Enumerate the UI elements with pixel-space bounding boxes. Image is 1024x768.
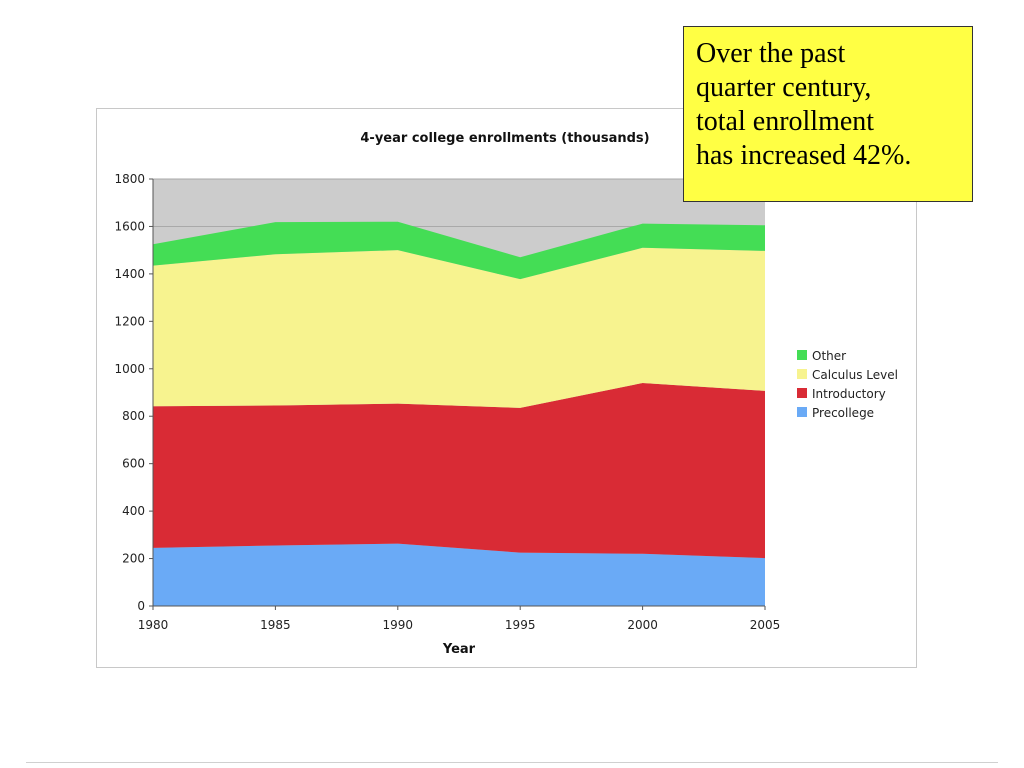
y-tick-label: 1800 — [114, 172, 145, 186]
legend: Other Calculus Level Introductory Precolleg… — [797, 349, 898, 420]
x-axis-label: Year — [442, 642, 476, 657]
y-tick-label: 1200 — [114, 314, 145, 328]
callout-box: Over the past quarter century, total enr… — [683, 26, 973, 202]
legend-label: Introductory — [812, 387, 886, 401]
legend-swatch — [797, 350, 807, 360]
legend-swatch — [797, 407, 807, 417]
bottom-rule — [26, 762, 998, 763]
y-tick-label: 1400 — [114, 267, 145, 281]
chart-title: 4-year college enrollments (thousands) — [360, 131, 649, 146]
y-tick-label: 0 — [137, 599, 145, 613]
y-tick-label: 200 — [122, 552, 145, 566]
area-chart: 0 200 400 600 800 1000 1200 1400 1600 1800 1980 198… — [114, 131, 898, 657]
y-tick-label: 1600 — [114, 219, 145, 233]
callout-line: Over the past — [696, 38, 846, 69]
legend-label: Calculus Level — [812, 368, 898, 382]
area-calculus-level — [153, 247, 765, 408]
callout-line: total enrollment — [696, 106, 875, 137]
x-tick-label: 2000 — [627, 618, 658, 632]
legend-label: Precollege — [812, 406, 874, 420]
area-introductory — [153, 383, 765, 559]
axes: 0 200 400 600 800 1000 1200 1400 1600 1800 1980 198… — [114, 172, 780, 632]
x-tick-label: 1985 — [260, 618, 291, 632]
x-tick-label: 1990 — [383, 618, 414, 632]
legend-swatch — [797, 388, 807, 398]
y-tick-label: 800 — [122, 409, 145, 423]
callout-line: has increased 42%. — [696, 140, 912, 171]
callout-line: quarter century, — [696, 72, 872, 103]
area-precollege — [153, 543, 765, 606]
legend-label: Other — [812, 349, 846, 363]
x-tick-label: 1980 — [138, 618, 169, 632]
y-tick-label: 600 — [122, 457, 145, 471]
x-tick-label: 2005 — [750, 618, 781, 632]
x-tick-label: 1995 — [505, 618, 536, 632]
y-tick-label: 400 — [122, 504, 145, 518]
y-tick-label: 1000 — [114, 362, 145, 376]
legend-swatch — [797, 369, 807, 379]
stacked-areas — [153, 221, 765, 606]
area-other — [153, 221, 765, 280]
